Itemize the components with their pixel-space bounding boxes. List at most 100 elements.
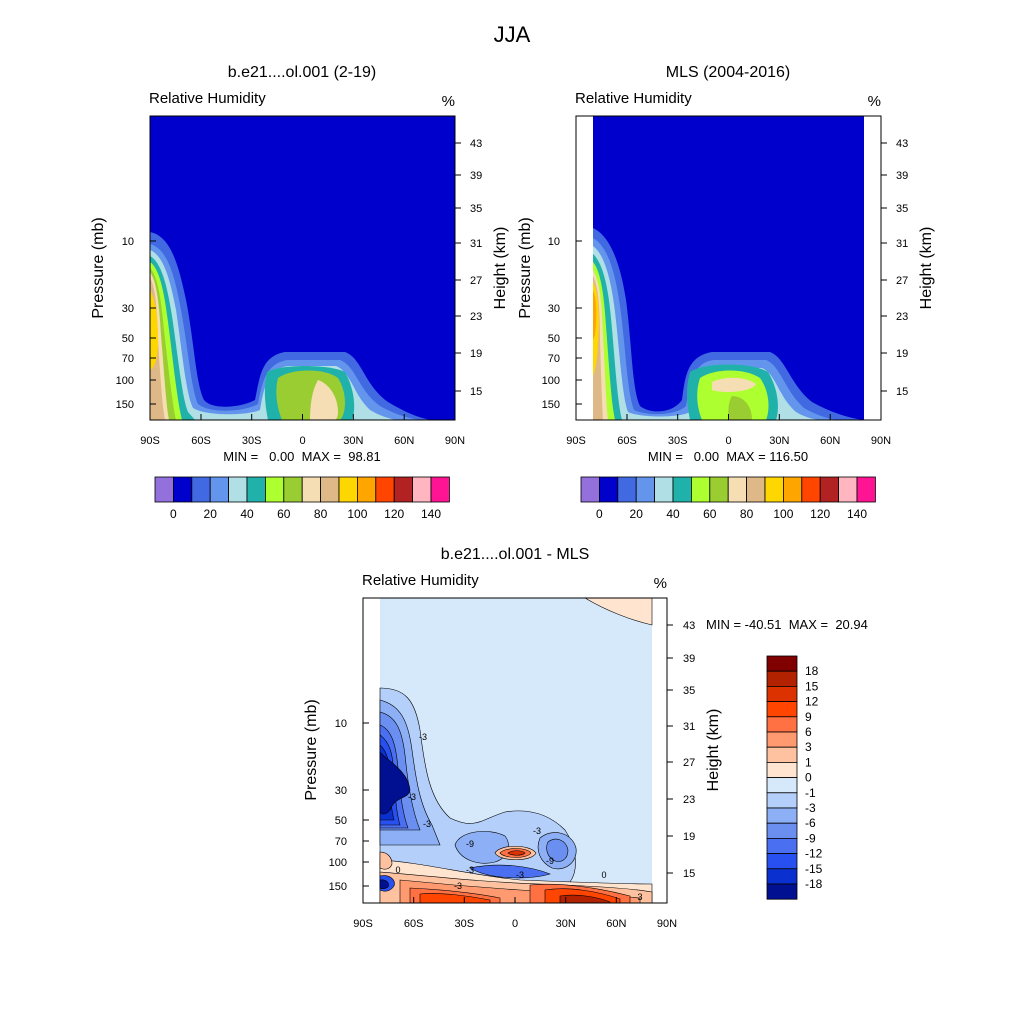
svg-text:30: 30	[548, 303, 560, 315]
y-axis-label-right: Height (km)	[492, 227, 509, 310]
svg-text:0: 0	[512, 918, 518, 930]
panel-obs: MLS (2004-2016) Relative Humidity % 90S 6…	[517, 64, 935, 521]
colorbar-swatch	[766, 670, 798, 687]
svg-text:35: 35	[470, 203, 482, 215]
svg-text:19: 19	[896, 348, 908, 360]
colorbar-swatch	[264, 476, 285, 503]
svg-text:-3: -3	[466, 865, 474, 875]
svg-text:150: 150	[116, 399, 134, 411]
colorbar-swatch	[766, 853, 798, 870]
colorbar-swatch	[191, 476, 211, 503]
colorbar-swatch	[766, 807, 798, 824]
colorbar-swatch	[819, 476, 840, 503]
panel-model: b.e21....ol.001 (2-19) Relative Humidity…	[90, 64, 509, 521]
height-tick-marks	[667, 624, 673, 874]
colorbar-obs: 0 20 40 60 80 100 120 140	[580, 476, 876, 521]
svg-text:19: 19	[683, 831, 695, 843]
colorbar-label: 9	[805, 710, 812, 724]
colorbar-swatch	[246, 476, 266, 503]
colorbar-swatch	[746, 476, 766, 503]
units-label: %	[868, 93, 881, 110]
colorbar-swatch	[599, 476, 619, 503]
y-axis-label-left: Pressure (mb)	[517, 217, 534, 318]
svg-text:60N: 60N	[820, 435, 840, 447]
svg-text:35: 35	[683, 685, 695, 697]
colorbar-label: 60	[277, 507, 291, 521]
colorbar-swatch	[766, 655, 798, 672]
variable-label: Relative Humidity	[149, 90, 266, 107]
svg-text:30N: 30N	[343, 435, 363, 447]
x-tick-marks	[575, 414, 882, 420]
colorbar-swatch	[838, 476, 858, 503]
svg-text:27: 27	[470, 275, 482, 287]
colorbar-swatch	[393, 476, 414, 503]
colorbar-swatch	[412, 476, 432, 503]
colorbar-label: 0	[170, 507, 177, 521]
svg-text:70: 70	[335, 836, 347, 848]
svg-text:30: 30	[335, 785, 347, 797]
svg-text:60N: 60N	[606, 918, 626, 930]
height-tick-labels: 43 39 35 31 27 23 19 15	[683, 620, 695, 880]
colorbar-label: 6	[805, 725, 812, 739]
x-tick-labels: 90S 60S 30S 0 30N 60N 90N	[566, 435, 891, 447]
panel-title: MLS (2004-2016)	[666, 64, 791, 81]
x-tick-marks	[362, 897, 668, 903]
svg-text:60N: 60N	[394, 435, 414, 447]
svg-text:60S: 60S	[404, 918, 424, 930]
x-tick-labels: 90S 60S 30S 0 30N 60N 90N	[140, 435, 465, 447]
panel-diff: b.e21....ol.001 - MLS Relative Humidity …	[303, 546, 868, 930]
svg-text:3: 3	[637, 892, 642, 902]
variable-label: Relative Humidity	[575, 90, 692, 107]
colorbar-swatch	[766, 746, 798, 763]
units-label: %	[654, 575, 667, 592]
pressure-tick-labels: 10 30 50 70 100 150	[116, 236, 134, 411]
svg-text:0: 0	[725, 435, 731, 447]
colorbar-label: 60	[703, 507, 717, 521]
svg-text:70: 70	[548, 353, 560, 365]
colorbar-model: 0 20 40 60 80 100 120 140	[154, 476, 450, 521]
svg-text:30N: 30N	[769, 435, 789, 447]
contour-field	[150, 116, 455, 420]
svg-text:43: 43	[683, 620, 695, 632]
svg-text:23: 23	[683, 794, 695, 806]
colorbar-swatch	[283, 476, 303, 503]
svg-text:-3: -3	[423, 819, 431, 829]
svg-text:50: 50	[335, 815, 347, 827]
x-tick-labels: 90S 60S 30S 0 30N 60N 90N	[353, 918, 677, 930]
y-axis-label-right: Height (km)	[918, 227, 935, 310]
panel-title: b.e21....ol.001 - MLS	[441, 546, 590, 563]
stats-label: MIN = 0.00 MAX = 98.81	[223, 449, 381, 464]
svg-text:23: 23	[896, 311, 908, 323]
svg-text:70: 70	[122, 353, 134, 365]
colorbar-label: 0	[596, 507, 603, 521]
stats-label: MIN = 0.00 MAX = 116.50	[648, 449, 808, 464]
height-tick-marks	[881, 142, 887, 392]
svg-text:0: 0	[601, 870, 606, 880]
svg-text:90S: 90S	[566, 435, 586, 447]
svg-text:43: 43	[470, 138, 482, 150]
colorbar-label: 20	[204, 507, 218, 521]
svg-text:50: 50	[548, 333, 560, 345]
colorbar-label: 100	[773, 507, 793, 521]
colorbar-swatch	[580, 476, 600, 503]
colorbar-label: 80	[314, 507, 328, 521]
colorbar-swatch	[766, 686, 798, 703]
variable-label: Relative Humidity	[362, 572, 479, 589]
svg-text:0: 0	[395, 865, 400, 875]
colorbar-label: 40	[240, 507, 254, 521]
panel-title: b.e21....ol.001 (2-19)	[228, 64, 377, 81]
svg-text:90N: 90N	[871, 435, 891, 447]
colorbar-swatch	[856, 476, 876, 503]
svg-text:30S: 30S	[455, 918, 475, 930]
colorbar-label: 120	[810, 507, 830, 521]
colorbar-label: 1	[805, 755, 812, 769]
colorbar-label: -12	[805, 847, 823, 861]
height-tick-marks	[455, 142, 461, 392]
contour-field	[363, 598, 667, 903]
y-axis-label-right: Height (km)	[705, 709, 722, 792]
colorbar-label: 40	[666, 507, 680, 521]
svg-text:39: 39	[896, 170, 908, 182]
svg-text:31: 31	[683, 721, 695, 733]
